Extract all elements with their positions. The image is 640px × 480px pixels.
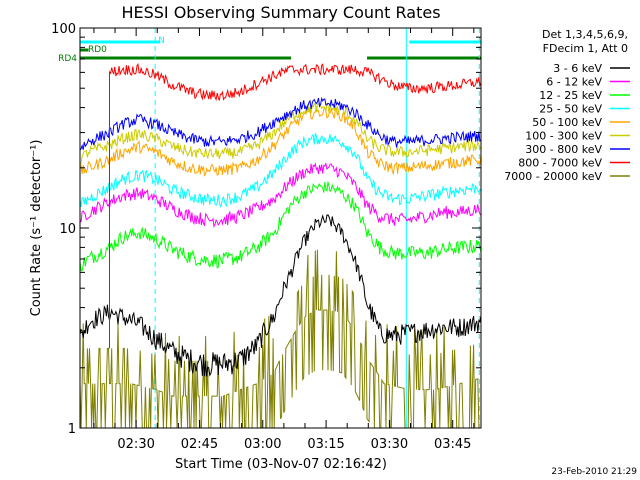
legend-entry-label: 6 - 12 keV xyxy=(546,76,602,89)
y-tick-label: 100 xyxy=(51,22,76,37)
x-tick-label: 03:30 xyxy=(371,437,408,452)
legend-entry-label: 3 - 6 keV xyxy=(553,62,602,75)
series-line xyxy=(79,96,482,151)
legend-header: Det 1,3,4,5,6,9, xyxy=(542,28,628,41)
series-line xyxy=(109,63,482,349)
y-axis-label: Count Rate (s⁻¹ detector⁻¹) xyxy=(29,140,44,317)
legend-entry-label: 7000 - 20000 keV xyxy=(504,170,602,183)
chart-title: HESSI Observing Summary Count Rates xyxy=(121,3,440,22)
series-line xyxy=(79,133,482,208)
flag-label: RD0 xyxy=(88,45,107,55)
instrument-flags: N RD0 RD4 xyxy=(58,36,481,64)
legend-entry-label: 100 - 300 keV xyxy=(525,130,602,143)
series-line xyxy=(79,102,482,166)
legend: Det 1,3,4,5,6,9,FDecim 1, Att 0 3 - 6 keV… xyxy=(504,28,630,183)
axis-ticks: 02:30 02:45 03:00 03:15 03:30 03:45 1 10 100 xyxy=(51,22,481,452)
x-tick-label: 03:15 xyxy=(307,437,344,452)
series-line xyxy=(79,162,482,229)
flag-label: N xyxy=(158,36,165,46)
flag-label: RD4 xyxy=(58,54,77,64)
legend-entry-label: 300 - 800 keV xyxy=(525,143,602,156)
series-line xyxy=(79,214,482,377)
x-axis-label: Start Time (03-Nov-07 02:16:42) xyxy=(175,457,387,472)
series-line xyxy=(79,181,482,272)
legend-entry-label: 12 - 25 keV xyxy=(539,89,602,102)
legend-entry-label: 25 - 50 keV xyxy=(539,103,602,116)
series-line xyxy=(79,106,482,177)
legend-entry-label: 800 - 7000 keV xyxy=(518,157,602,170)
generation-timestamp: 23-Feb-2010 21:29 xyxy=(551,467,637,477)
legend-header: FDecim 1, Att 0 xyxy=(543,42,628,55)
x-tick-label: 02:45 xyxy=(181,437,218,452)
x-tick-label: 03:45 xyxy=(434,437,471,452)
y-tick-label: 10 xyxy=(59,222,76,237)
legend-entry-label: 50 - 100 keV xyxy=(532,116,602,129)
x-tick-label: 02:30 xyxy=(117,437,154,452)
x-tick-label: 03:00 xyxy=(244,437,281,452)
y-tick-label: 1 xyxy=(68,422,76,437)
